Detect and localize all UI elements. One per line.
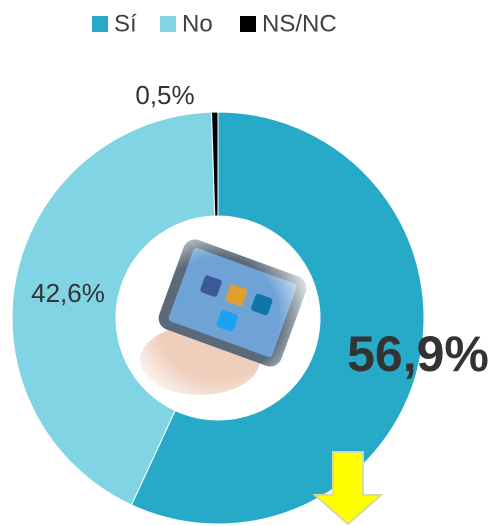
legend-swatch [240,16,256,32]
data-label: 0,5% [135,80,194,110]
legend-label: Sí [114,10,137,37]
chart: Sí No NS/NC 56,9% 42,6% 0,5% [0,0,503,526]
center-image [116,216,320,420]
legend-label: No [182,10,213,37]
data-label: 42,6% [31,278,105,308]
data-label: 56,9% [347,326,489,382]
legend: Sí No NS/NC [92,10,337,37]
legend-label: NS/NC [262,10,337,37]
legend-swatch [160,16,176,32]
legend-swatch [92,16,108,32]
